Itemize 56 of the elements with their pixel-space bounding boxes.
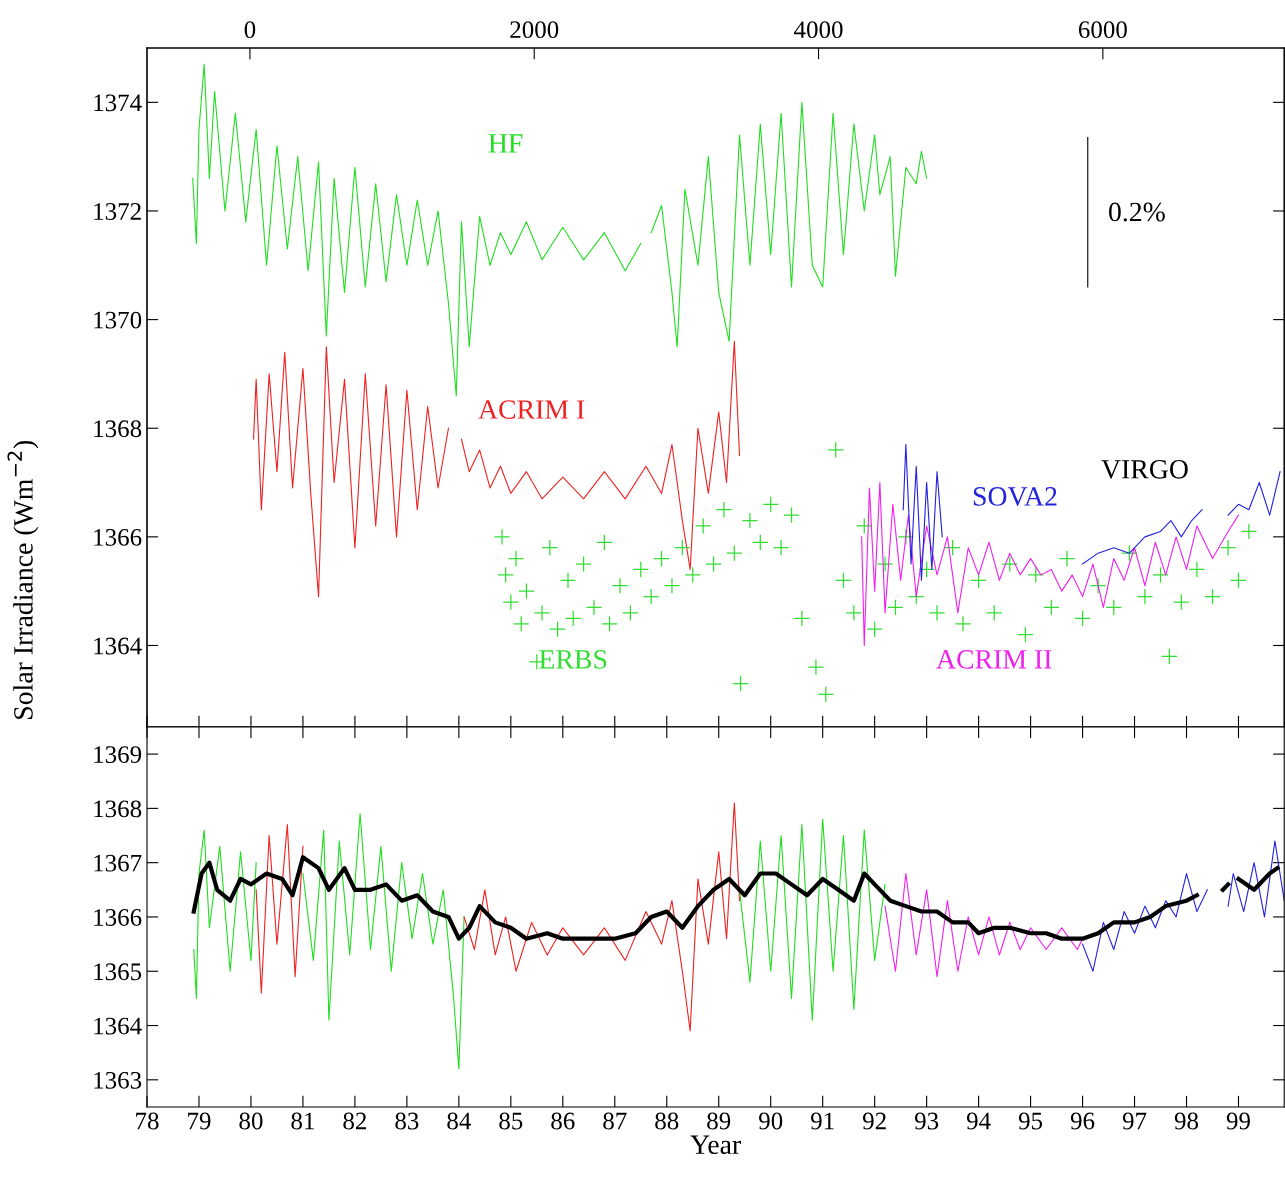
y-tick-label: 1367 [94, 854, 142, 872]
x-tick-label: 89 [707, 1112, 731, 1130]
line-series [902, 443, 943, 581]
y-axis-title: Solar Irradiance (Wm$^{−2}$) [7, 440, 39, 719]
x2-tick-label: 4000 [794, 21, 843, 39]
series-label: ACRIM II [936, 650, 1052, 669]
y-tick-label: 1368 [94, 800, 142, 818]
x-tick-label: 91 [810, 1112, 834, 1130]
x2-tick-label: 2000 [510, 21, 559, 39]
x-tick-label: 81 [291, 1112, 314, 1130]
line-series [463, 802, 741, 1032]
line-series [255, 824, 304, 994]
y-tick-label: 1365 [94, 963, 142, 981]
series-label: VIRGO [1101, 459, 1188, 479]
x-tick-label: 83 [395, 1112, 419, 1130]
x-tick-label: 97 [1122, 1112, 1147, 1130]
y-tick-label: 1368 [94, 420, 142, 438]
line-series [302, 813, 465, 1070]
x-tick-label: 94 [966, 1112, 991, 1130]
x2-tick-label: 6000 [1078, 21, 1127, 39]
x-tick-label: 88 [655, 1112, 679, 1130]
x-tick-label: 80 [239, 1112, 263, 1130]
x-tick-label: 92 [862, 1112, 886, 1130]
x-tick-label: 79 [188, 1112, 211, 1130]
y-tick-label: 1369 [94, 746, 142, 764]
x-tick-label: 98 [1174, 1112, 1199, 1130]
y-tick-label: 1372 [94, 203, 141, 220]
x-tick-label: 99 [1226, 1112, 1250, 1130]
x-tick-label: 78 [136, 1112, 159, 1130]
x-tick-label: 95 [1018, 1112, 1043, 1130]
series-label: SOVA2 [973, 487, 1057, 506]
x-tick-label: 85 [499, 1112, 523, 1130]
y-tick-label: 1374 [94, 94, 142, 112]
y-tick-label: 1364 [94, 1017, 142, 1035]
x2-tick-label: 0 [244, 21, 256, 39]
y-tick-label: 1370 [94, 311, 142, 329]
line-series [884, 872, 1084, 978]
series-label: ACRIM I [478, 400, 585, 419]
series-label: ERBS [539, 650, 607, 669]
x-axis-title: Year [690, 1135, 741, 1155]
line-series [193, 829, 257, 999]
x-tick-label: 86 [551, 1112, 575, 1130]
y-tick-label: 1364 [94, 637, 142, 655]
text: HF [488, 134, 523, 153]
x-tick-label: 93 [914, 1112, 939, 1130]
y-tick-label: 1366 [94, 528, 142, 546]
annotation: 0.2% [1109, 202, 1165, 222]
x-tick-label: 90 [759, 1112, 783, 1130]
x-tick-label: 84 [447, 1112, 471, 1130]
x-tick-label: 96 [1070, 1112, 1095, 1130]
y-tick-label: 1366 [94, 909, 142, 926]
line-series [861, 481, 1240, 647]
x-tick-label: 82 [343, 1112, 367, 1130]
x-tick-label: 87 [603, 1112, 627, 1130]
line-series [738, 818, 886, 1021]
y-tick-label: 1363 [94, 1071, 142, 1089]
